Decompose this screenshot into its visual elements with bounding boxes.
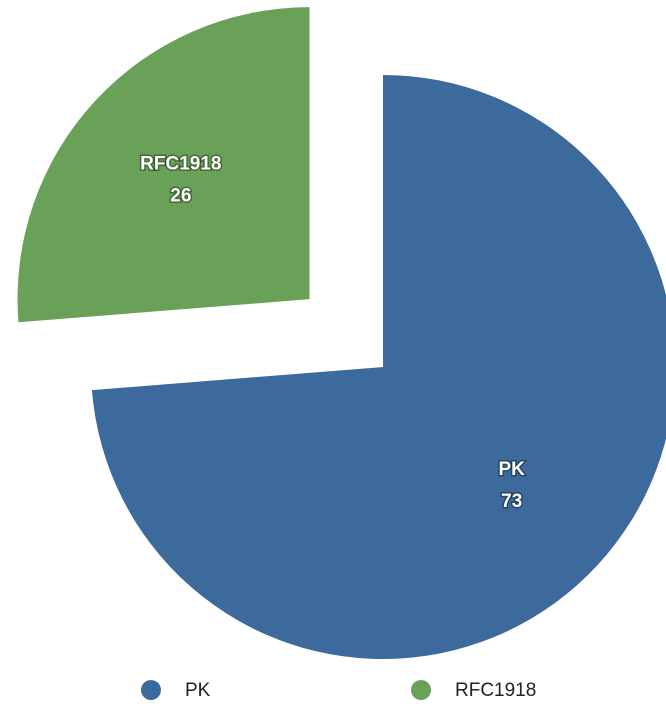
- slice-value: 73: [501, 491, 522, 512]
- slice-value: 26: [170, 185, 191, 206]
- pie-slice: [17, 7, 310, 323]
- legend-label: PK: [185, 680, 211, 701]
- slice-label: PK: [498, 459, 525, 480]
- legend-marker: [411, 680, 431, 700]
- pie-slice: [91, 75, 666, 659]
- slice-label: RFC1918: [140, 153, 221, 174]
- legend-label: RFC1918: [455, 680, 536, 701]
- legend-marker: [141, 680, 161, 700]
